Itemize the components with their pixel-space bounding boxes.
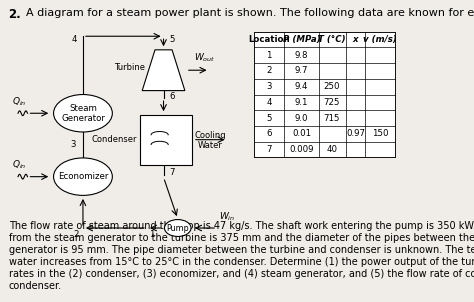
Text: P (MPa): P (MPa) — [283, 35, 320, 44]
Text: A diagram for a steam power plant is shown. The following data are known for eac: A diagram for a steam power plant is sho… — [26, 8, 474, 18]
Text: 2.: 2. — [9, 8, 21, 21]
Text: T (°C): T (°C) — [318, 35, 346, 44]
Text: 150: 150 — [372, 129, 388, 138]
Circle shape — [54, 158, 112, 195]
Text: Economizer: Economizer — [58, 172, 108, 181]
Text: 9.7: 9.7 — [295, 66, 308, 76]
Text: generator is 95 mm. The pipe diameter between the turbine and condenser is unkno: generator is 95 mm. The pipe diameter be… — [9, 245, 474, 255]
Text: condenser.: condenser. — [9, 281, 62, 291]
Text: 5: 5 — [266, 114, 272, 123]
Text: Steam
Generator: Steam Generator — [61, 104, 105, 123]
Polygon shape — [142, 50, 185, 91]
Circle shape — [54, 95, 112, 132]
Text: $Q_{in}$: $Q_{in}$ — [12, 95, 26, 108]
Text: 6: 6 — [266, 129, 272, 138]
Bar — [254, 32, 395, 157]
Text: 9.0: 9.0 — [295, 114, 308, 123]
Text: 715: 715 — [324, 114, 340, 123]
Text: 0.01: 0.01 — [292, 129, 311, 138]
Text: 5: 5 — [169, 35, 175, 44]
Text: 0.97: 0.97 — [346, 129, 365, 138]
Text: 40: 40 — [327, 145, 337, 154]
Text: $Q_{in}$: $Q_{in}$ — [12, 159, 26, 171]
Text: 4: 4 — [266, 98, 272, 107]
Text: 4: 4 — [72, 35, 77, 44]
Text: Water: Water — [198, 141, 222, 149]
Circle shape — [164, 220, 191, 236]
Text: The flow rate of steam around the loop is 47 kg/s. The shaft work entering the p: The flow rate of steam around the loop i… — [9, 221, 474, 231]
Text: 7: 7 — [169, 168, 175, 177]
Text: Condenser: Condenser — [91, 135, 137, 144]
Text: 3: 3 — [266, 82, 272, 91]
Text: $W_{in}$: $W_{in}$ — [219, 210, 235, 223]
Text: x: x — [353, 35, 358, 44]
Text: 9.1: 9.1 — [295, 98, 308, 107]
Text: Turbine: Turbine — [114, 63, 145, 72]
Text: 725: 725 — [324, 98, 340, 107]
Text: rates in the (2) condenser, (3) economizer, and (4) steam generator, and (5) the: rates in the (2) condenser, (3) economiz… — [9, 269, 474, 279]
Text: 0.009: 0.009 — [289, 145, 314, 154]
Text: 3: 3 — [71, 140, 76, 149]
Text: 250: 250 — [324, 82, 340, 91]
Text: 7: 7 — [266, 145, 272, 154]
Text: 6: 6 — [169, 92, 175, 101]
Text: v (m/s): v (m/s) — [363, 35, 397, 44]
Text: water increases from 15°C to 25°C in the condenser. Determine (1) the power outp: water increases from 15°C to 25°C in the… — [9, 257, 474, 267]
Text: from the steam generator to the turbine is 375 mm and the diameter of the pipes : from the steam generator to the turbine … — [9, 233, 474, 243]
Text: 9.4: 9.4 — [295, 82, 308, 91]
Text: Location: Location — [248, 35, 290, 44]
Text: Pump: Pump — [166, 223, 189, 233]
Text: Cooling: Cooling — [194, 131, 226, 140]
Text: 2: 2 — [266, 66, 272, 76]
Bar — [140, 115, 192, 165]
Text: $W_{out}$: $W_{out}$ — [194, 51, 216, 64]
Text: 1: 1 — [266, 51, 272, 60]
Text: 2: 2 — [73, 230, 79, 239]
Text: 9.8: 9.8 — [295, 51, 308, 60]
Text: 1: 1 — [149, 230, 155, 239]
